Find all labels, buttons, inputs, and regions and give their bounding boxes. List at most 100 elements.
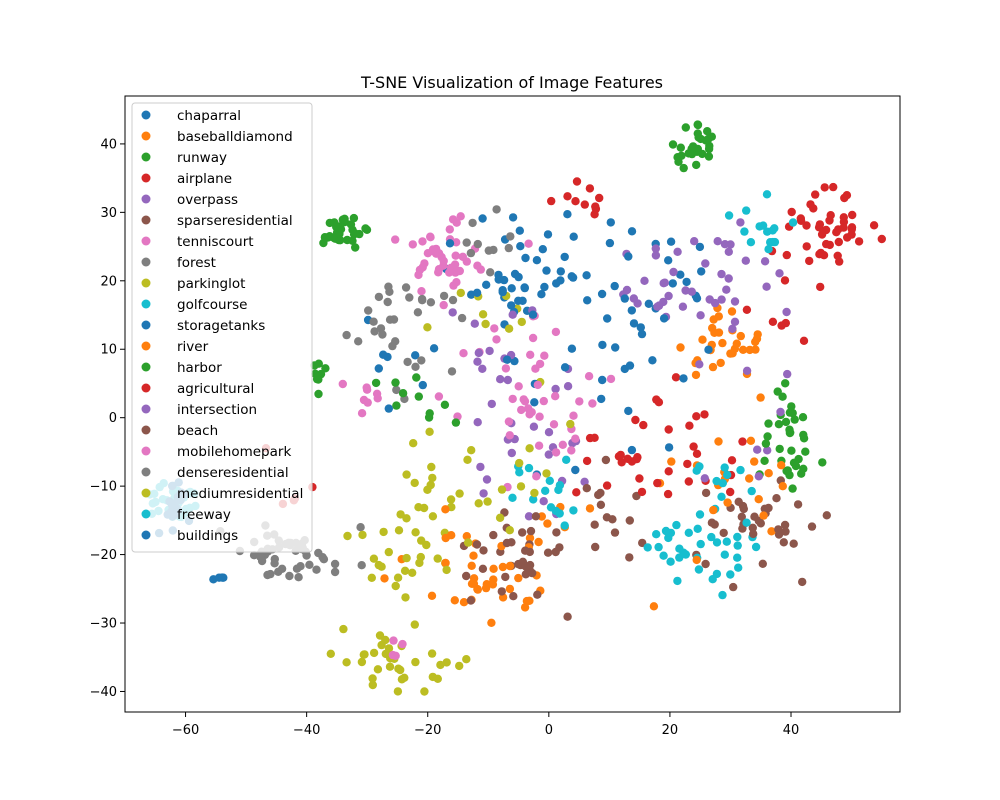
point-intersection <box>470 319 479 328</box>
point-golfcourse <box>524 463 534 473</box>
point-mobilehomepark <box>534 441 544 450</box>
point-overpass <box>622 285 632 295</box>
point-parkinglot <box>360 650 369 659</box>
point-overpass <box>660 278 669 287</box>
point-runway <box>701 136 710 145</box>
point-beach <box>521 546 530 555</box>
point-tenniscourt <box>526 350 535 359</box>
point-sparseresidential <box>701 488 711 498</box>
point-overpass <box>763 446 772 455</box>
point-intersection <box>713 237 722 246</box>
y-tick-label: 20 <box>100 274 117 289</box>
point-beach <box>472 540 482 549</box>
point-runway <box>361 224 370 233</box>
point-harbor <box>781 417 791 427</box>
point-mediumresidential <box>358 530 367 540</box>
point-baseballdiamond <box>726 349 735 358</box>
point-baseballdiamond <box>714 312 723 321</box>
point-sparseresidential <box>591 542 600 552</box>
point-storagetanks <box>560 363 570 372</box>
point-airplane <box>742 305 752 314</box>
point-airplane <box>591 202 600 211</box>
point-parkinglot <box>394 664 403 673</box>
point-denseresidential <box>296 562 305 571</box>
point-chaparral <box>482 280 491 289</box>
point-overpass <box>640 276 649 285</box>
point-forest <box>370 327 379 336</box>
point-forest <box>369 317 378 326</box>
point-overpass <box>651 244 660 253</box>
point-buildings <box>502 355 512 364</box>
point-storagetanks <box>552 279 561 288</box>
point-golfcourse <box>569 506 578 515</box>
point-baseballdiamond <box>714 328 724 337</box>
point-airplane <box>671 373 681 382</box>
point-airplane <box>664 425 673 434</box>
point-forest <box>492 205 501 214</box>
point-forest <box>385 287 394 296</box>
point-chaparral <box>668 279 677 288</box>
point-golfcourse <box>733 532 742 542</box>
legend-label-river: river <box>177 339 209 355</box>
point-freeway <box>736 465 745 475</box>
point-freeway <box>692 466 701 475</box>
point-mediumresidential <box>516 482 526 491</box>
point-tenniscourt <box>418 263 427 272</box>
point-denseresidential <box>411 362 420 371</box>
point-storagetanks <box>664 256 673 265</box>
x-tick-label: 20 <box>662 723 679 738</box>
point-airplane <box>689 442 698 451</box>
legend-marker-golfcourse <box>141 299 151 309</box>
point-parkinglot <box>517 317 526 327</box>
point-forest <box>504 243 513 253</box>
legend-label-tenniscourt: tenniscourt <box>177 234 254 250</box>
point-airplane <box>805 256 814 266</box>
point-chaparral <box>384 404 393 413</box>
point-storagetanks <box>571 465 580 475</box>
point-tenniscourt <box>456 212 465 221</box>
point-sparseresidential <box>594 490 603 500</box>
point-harbor <box>778 392 787 401</box>
series-harbor <box>371 373 808 467</box>
series-runway <box>310 120 827 493</box>
point-sparseresidential <box>772 494 781 503</box>
point-parkinglot <box>423 485 432 494</box>
point-parkinglot <box>419 503 429 513</box>
point-runway <box>799 464 808 473</box>
point-chaparral <box>695 242 705 252</box>
point-tenniscourt <box>492 335 501 344</box>
point-parkinglot <box>373 665 383 674</box>
point-mobilehomepark <box>398 639 407 649</box>
point-parkinglot <box>427 649 437 658</box>
point-storagetanks <box>498 287 507 297</box>
point-beach <box>779 538 788 547</box>
point-runway <box>787 446 796 455</box>
point-tenniscourt <box>418 237 427 246</box>
point-harbor <box>763 432 772 441</box>
point-harbor <box>412 373 421 382</box>
point-overpass <box>507 448 516 458</box>
point-airplane <box>782 250 791 260</box>
point-parkinglot <box>385 662 395 671</box>
point-sparseresidential <box>590 520 599 529</box>
point-intersection <box>690 237 699 246</box>
point-freeway <box>747 486 756 496</box>
point-airplane <box>692 412 701 421</box>
point-mobilehomepark <box>532 472 541 481</box>
point-golfcourse <box>551 506 561 516</box>
point-tenniscourt <box>459 349 468 358</box>
point-beach <box>719 528 728 538</box>
point-intersection <box>741 256 750 265</box>
point-buildings <box>528 310 538 319</box>
point-golfcourse <box>712 538 722 547</box>
x-tick-label: −20 <box>414 723 441 738</box>
point-chaparral <box>379 350 388 359</box>
point-storagetanks <box>679 374 688 383</box>
point-storagetanks <box>644 299 653 308</box>
point-denseresidential <box>356 523 365 532</box>
point-sparseresidential <box>807 522 817 531</box>
point-parkinglot <box>402 514 411 523</box>
point-agricultural <box>700 410 709 419</box>
point-tenniscourt <box>462 257 471 266</box>
point-golfcourse <box>764 245 773 254</box>
